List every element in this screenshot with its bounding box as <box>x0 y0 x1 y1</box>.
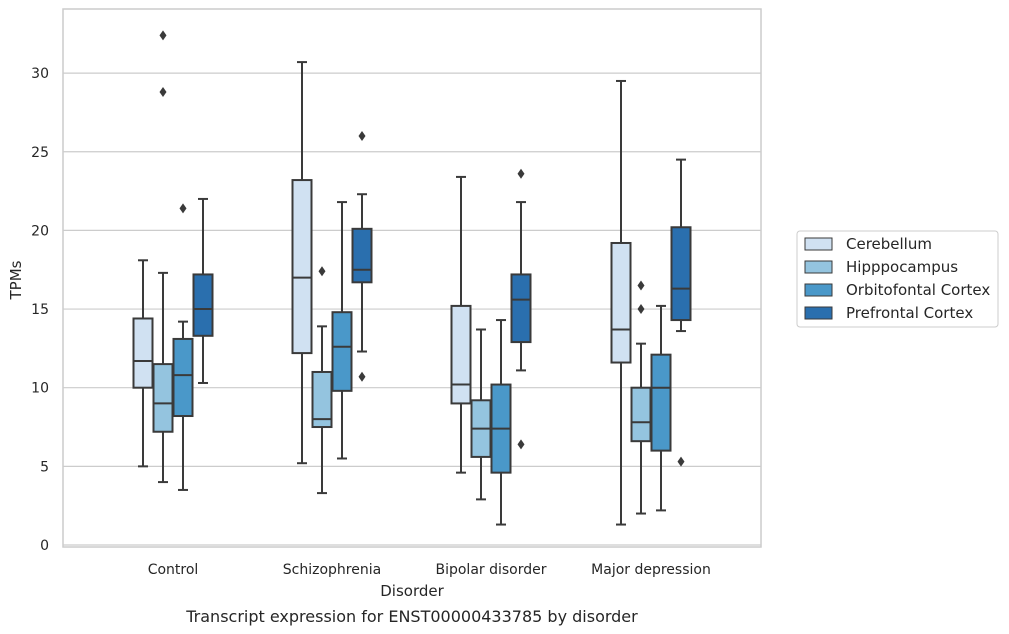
legend-frame <box>796 230 999 328</box>
outlier-point <box>318 266 326 277</box>
outlier-point <box>159 86 167 97</box>
outlier-point <box>159 30 167 41</box>
chart-caption: Transcript expression for ENST0000043378… <box>185 607 638 626</box>
plot-frame <box>62 8 762 548</box>
legend-label: Orbitofontal Cortex <box>846 281 990 299</box>
box-hipppocampus <box>152 30 174 484</box>
outlier-point <box>179 203 187 214</box>
y-tick-label: 0 <box>40 538 49 554</box>
legend-label: Hipppocampus <box>846 258 958 276</box>
legend-swatch <box>804 260 833 274</box>
box-iqr <box>172 337 194 418</box>
box-prefrontal-cortex <box>510 168 532 450</box>
boxes-layer <box>132 30 692 526</box>
box-orbitofontal-cortex <box>172 203 194 491</box>
box-iqr <box>450 304 472 405</box>
y-tick-label: 30 <box>31 66 49 82</box>
outlier-point <box>358 371 366 382</box>
legend-swatch <box>804 283 833 297</box>
y-tick-label: 5 <box>40 459 49 475</box>
box-iqr <box>132 317 154 389</box>
box-cerebellum <box>132 259 154 468</box>
box-iqr <box>331 311 353 392</box>
outlier-point <box>637 304 645 315</box>
box-iqr <box>152 363 174 433</box>
box-iqr <box>192 273 214 337</box>
legend-swatch <box>804 306 833 320</box>
box-iqr <box>311 370 333 429</box>
box-iqr <box>670 226 692 322</box>
y-tick-label: 15 <box>31 302 49 318</box>
box-cerebellum <box>450 175 472 474</box>
box-prefrontal-cortex <box>192 197 214 384</box>
x-tick-label: Schizophrenia <box>283 562 381 578</box>
outlier-point <box>358 131 366 142</box>
box-prefrontal-cortex <box>351 131 373 382</box>
outlier-point <box>637 280 645 291</box>
box-cerebellum <box>291 61 313 465</box>
x-axis-ticks: Control Schizophrenia Bipolar disorder Majo… <box>148 562 711 578</box>
box-prefrontal-cortex <box>670 158 692 467</box>
legend-label: Prefrontal Cortex <box>846 304 973 322</box>
box-iqr <box>610 241 632 364</box>
box-orbitofontal-cortex <box>650 304 672 512</box>
plot-background <box>63 9 761 547</box>
x-tick-label: Major depression <box>591 562 711 578</box>
box-iqr <box>351 227 373 284</box>
box-orbitofontal-cortex <box>490 319 512 526</box>
outlier-point <box>517 168 525 179</box>
box-iqr <box>291 179 313 355</box>
x-axis-label: Disorder <box>380 582 444 600</box>
y-axis-label: TPMs <box>7 260 25 300</box>
box-hipppocampus <box>311 266 333 495</box>
outlier-point <box>517 439 525 450</box>
box-orbitofontal-cortex <box>331 201 353 460</box>
y-tick-label: 20 <box>31 223 49 239</box>
box-hipppocampus <box>470 328 492 501</box>
y-tick-label: 10 <box>31 381 49 397</box>
x-tick-label: Bipolar disorder <box>435 562 546 578</box>
legend-label: Cerebellum <box>846 235 932 253</box>
box-iqr <box>510 273 532 344</box>
outlier-point <box>677 456 685 467</box>
legend: Cerebellum Hipppocampus Orbitofontal Corte… <box>796 230 999 328</box>
x-tick-label: Control <box>148 562 199 578</box>
legend-swatch <box>804 237 833 251</box>
box-cerebellum <box>610 79 632 526</box>
box-iqr <box>650 353 672 452</box>
y-axis-ticks: 0 5 10 15 20 25 30 <box>31 66 49 554</box>
box-iqr <box>630 386 652 443</box>
y-tick-label: 25 <box>31 145 49 161</box>
